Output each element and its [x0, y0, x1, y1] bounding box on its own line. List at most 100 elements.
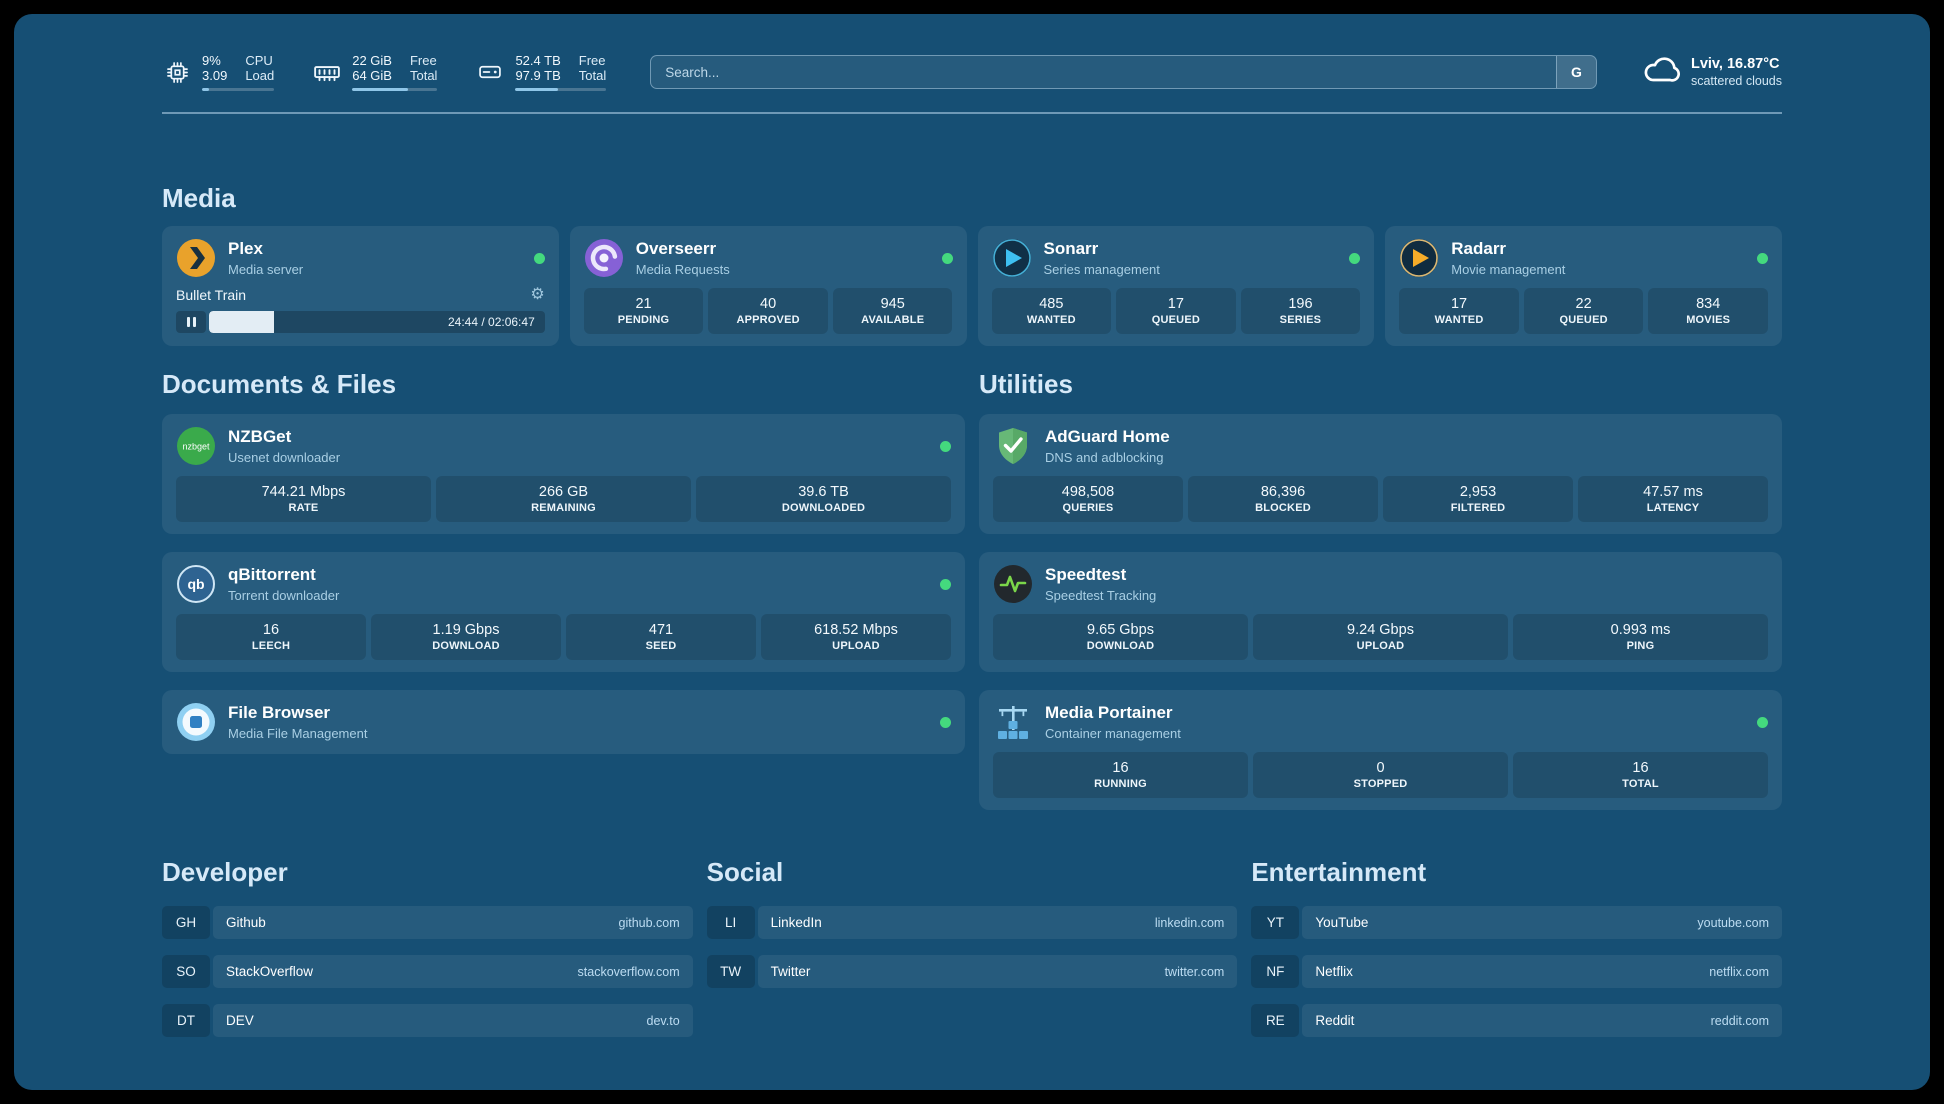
service-name: Plex [228, 239, 263, 258]
speedtest-stats: 9.65 Gbps DOWNLOAD 9.24 Gbps UPLOAD 0.99… [993, 614, 1768, 660]
svg-text:nzbget: nzbget [182, 442, 210, 452]
service-name: NZBGet [228, 427, 292, 446]
qbittorrent-header: qb qBittorrent Torrent downloader [176, 564, 951, 604]
status-dot [940, 578, 951, 590]
disk-total-value: 97.9 TB [515, 68, 561, 83]
service-card-radarr[interactable]: Radarr Movie management 17 WANTED 22 QUE… [1385, 226, 1782, 346]
bookmark-github[interactable]: GH Github github.com [162, 906, 693, 939]
memory-icon [312, 57, 342, 87]
bookmark-abbr: SO [162, 955, 210, 988]
status-dot [940, 440, 951, 452]
bookmark-dev[interactable]: DT DEV dev.to [162, 1004, 693, 1037]
cloud-icon [1641, 50, 1681, 95]
service-name: Overseerr [635, 239, 717, 258]
service-card-portainer[interactable]: Media Portainer Container management 16 … [979, 690, 1782, 810]
service-name: qBittorrent [228, 565, 316, 584]
search-input[interactable] [651, 56, 1556, 88]
cpu-label-line1: CPU [245, 53, 273, 68]
search-bar[interactable]: G [650, 55, 1597, 89]
bookmark-abbr: RE [1251, 1004, 1300, 1037]
bookmark-name: Github [226, 915, 266, 930]
disk-progress-bar [515, 88, 607, 91]
stat-movies: 834 MOVIES [1648, 288, 1768, 334]
disk-widget: 52.4 TB 97.9 TB Free Total [475, 53, 607, 91]
stat-upload: 618.52 Mbps UPLOAD [761, 614, 951, 660]
bookmark-name: YouTube [1315, 915, 1369, 930]
stat-available: 945 AVAILABLE [832, 288, 953, 334]
radarr-stats: 17 WANTED 22 QUEUED 834 MOVIES [1399, 288, 1768, 334]
dashboard: 9% 3.09 CPU Load [14, 14, 1930, 1090]
bookmark-group-social: Social LI LinkedIn linkedin.com TW Twitt… [706, 856, 1238, 1053]
adguard-header: AdGuard Home DNS and adblocking [993, 426, 1768, 466]
service-desc: Movie management [1451, 262, 1566, 277]
dashboard-content: 9% 3.09 CPU Load [162, 14, 1782, 1053]
service-card-nzbget[interactable]: nzbget NZBGet Usenet downloader 744.21 M… [162, 414, 965, 534]
speedtest-icon [993, 564, 1033, 604]
utilities-column: Utilities AdGuard Home [979, 368, 1782, 810]
service-card-qbittorrent[interactable]: qb qBittorrent Torrent downloader 16 LEE… [162, 552, 965, 672]
documents-column: Documents & Files nzbget NZBGet Usenet d [162, 368, 965, 810]
stat-downloaded: 39.6 TB DOWNLOADED [696, 476, 951, 522]
radarr-header: Radarr Movie management [1399, 238, 1768, 278]
cpu-labels: CPU Load [245, 53, 274, 83]
memory-progress-bar [352, 88, 438, 91]
nzbget-header: nzbget NZBGet Usenet downloader [176, 426, 951, 466]
service-card-sonarr[interactable]: Sonarr Series management 485 WANTED 17 Q… [977, 226, 1375, 346]
section-title-social: Social [706, 857, 784, 887]
stat-pending: 21 PENDING [583, 288, 704, 334]
bookmark-name: DEV [226, 1013, 254, 1028]
service-card-speedtest[interactable]: Speedtest Speedtest Tracking 9.65 Gbps D… [979, 552, 1782, 672]
stat-download: 1.19 Gbps DOWNLOAD [371, 614, 561, 660]
bookmark-abbr: LI [706, 906, 755, 939]
service-desc: Usenet downloader [228, 450, 341, 465]
service-name: Radarr [1451, 239, 1507, 258]
service-desc: Container management [1045, 726, 1181, 741]
stat-total: 16 TOTAL [1513, 752, 1768, 798]
middle-columns: Documents & Files nzbget NZBGet Usenet d [162, 368, 1782, 810]
bookmark-reddit[interactable]: RE Reddit reddit.com [1251, 1004, 1782, 1037]
service-card-overseerr[interactable]: Overseerr Media Requests 21 PENDING 40 A… [569, 226, 967, 346]
memory-total-value: 64 GiB [352, 68, 392, 83]
pause-button[interactable] [176, 311, 206, 333]
bookmark-youtube[interactable]: YT YouTube youtube.com [1251, 906, 1782, 939]
bookmark-abbr: GH [162, 906, 210, 939]
nzbget-stats: 744.21 Mbps RATE 266 GB REMAINING 39.6 T… [176, 476, 951, 522]
weather-condition: scattered clouds [1690, 74, 1782, 88]
service-card-plex[interactable]: Plex Media server Bullet Train ⚙ 24: [162, 226, 559, 346]
bookmark-netflix[interactable]: NF Netflix netflix.com [1251, 955, 1782, 988]
cpu-usage-value: 9% [202, 53, 221, 68]
bookmark-abbr: TW [706, 955, 755, 988]
status-dot [1757, 716, 1768, 728]
service-desc: Series management [1043, 262, 1160, 277]
service-desc: DNS and adblocking [1045, 450, 1164, 465]
bookmark-stackoverflow[interactable]: SO StackOverflow stackoverflow.com [162, 955, 693, 988]
bookmark-abbr: NF [1251, 955, 1300, 988]
disk-icon [475, 58, 505, 86]
bookmark-group-entertainment: Entertainment YT YouTube youtube.com NF … [1251, 856, 1782, 1053]
bookmark-domain: youtube.com [1697, 915, 1769, 930]
bookmarks: Developer GH Github github.com SO StackO… [162, 856, 1782, 1053]
pause-icon [192, 317, 196, 327]
gear-icon[interactable]: ⚙ [530, 286, 545, 303]
radarr-icon [1399, 238, 1439, 278]
bookmark-twitter[interactable]: TW Twitter twitter.com [706, 955, 1238, 988]
pause-icon [186, 317, 190, 327]
playback-progress-bar[interactable]: 24:44 / 02:06:47 [209, 311, 545, 333]
filebrowser-icon [176, 702, 216, 742]
service-card-adguard[interactable]: AdGuard Home DNS and adblocking 498,508 … [979, 414, 1782, 534]
stat-download: 9.65 Gbps DOWNLOAD [993, 614, 1248, 660]
stat-approved: 40 APPROVED [708, 288, 828, 334]
bookmark-linkedin[interactable]: LI LinkedIn linkedin.com [706, 906, 1238, 939]
disk-label-line1: Free [578, 53, 606, 68]
playback-progress-fill [209, 311, 275, 333]
overseerr-header: Overseerr Media Requests [584, 238, 953, 278]
service-card-filebrowser[interactable]: File Browser Media File Management [162, 690, 965, 754]
weather-location: Lviv, 16.87°C [1690, 56, 1780, 72]
stat-stopped: 0 STOPPED [1253, 752, 1508, 798]
stat-wanted: 485 WANTED [991, 288, 1112, 334]
qbittorrent-icon: qb [176, 564, 216, 604]
stat-seed: 471 SEED [566, 614, 756, 660]
search-provider-button[interactable]: G [1555, 56, 1596, 88]
disk-progress-fill [515, 88, 559, 91]
qbittorrent-stats: 16 LEECH 1.19 Gbps DOWNLOAD 471 SEED 6 [176, 614, 951, 660]
